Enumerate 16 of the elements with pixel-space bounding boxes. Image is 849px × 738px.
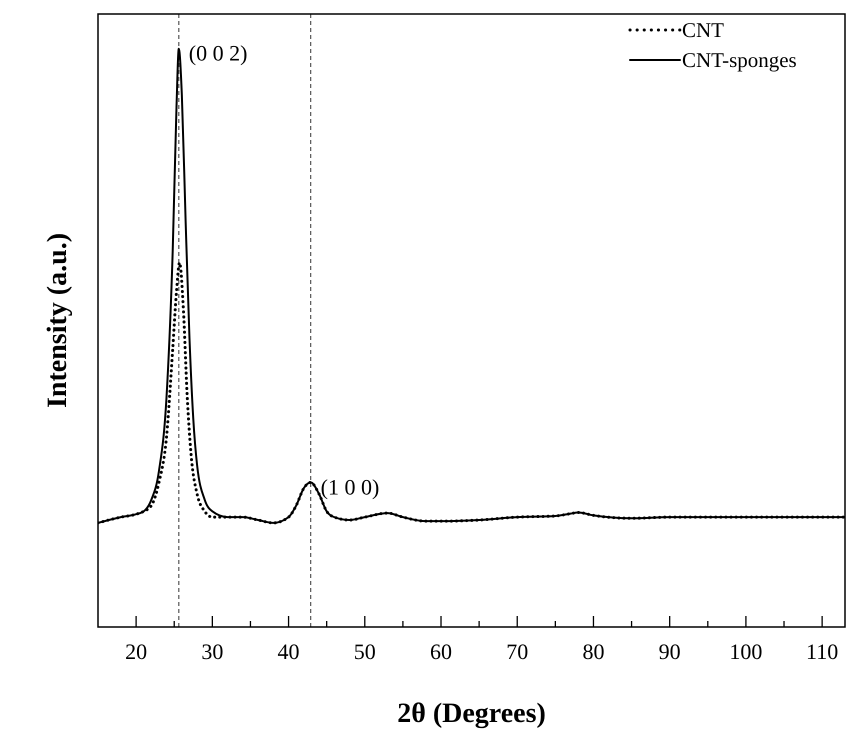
annotation: (1 0 0) (320, 474, 380, 500)
y-axis-title: Intensity (a.u.) (42, 232, 73, 408)
legend-label: CNT-sponges (682, 48, 797, 72)
x-tick-label: 70 (506, 639, 528, 664)
x-tick-label: 30 (201, 639, 224, 664)
legend-label: CNT (682, 18, 724, 42)
x-axis-title: 2θ (Degrees) (397, 698, 546, 729)
x-tick-label: 50 (354, 639, 376, 664)
x-tick-label: 110 (806, 639, 838, 664)
annotation: (0 0 2) (188, 40, 248, 66)
x-tick-label: 100 (729, 639, 762, 664)
x-tick-label: 60 (430, 639, 452, 664)
x-tick-label: 90 (658, 639, 681, 664)
x-tick-label: 80 (582, 639, 604, 664)
x-tick-label: 20 (125, 639, 148, 664)
x-tick-label: 40 (278, 639, 300, 664)
